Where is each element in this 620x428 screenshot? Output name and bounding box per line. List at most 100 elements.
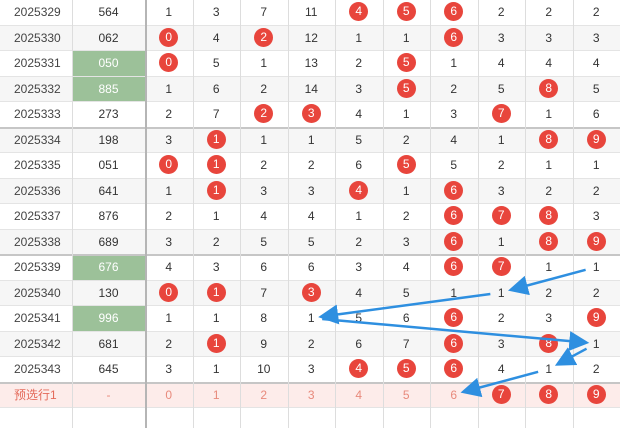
digit-cell-9: 6: [573, 102, 620, 127]
column-divider: [572, 0, 574, 428]
table-row[interactable]: 2025340 130 0 1 7 3 4 5 1 1 2 2: [0, 280, 620, 306]
omission-value: 8: [260, 311, 268, 325]
omission-value: 5: [402, 387, 410, 402]
digit-cell-6: 6: [430, 204, 478, 229]
digit-cell-3[interactable]: 3: [288, 383, 336, 408]
hit-ball: 3: [301, 104, 321, 124]
table-row[interactable]: 2025335 051 0 1 2 2 6 5 5 2 1 1: [0, 153, 620, 178]
omission-value: 2: [592, 5, 600, 19]
hit-ball: 1: [206, 155, 226, 175]
omission-value: 2: [355, 234, 363, 249]
column-divider: [287, 0, 289, 428]
omission-value: 3: [212, 5, 220, 19]
omission-value: 1: [212, 209, 220, 223]
row-divider: [0, 126, 620, 129]
omission-value: 4: [212, 30, 220, 45]
digit-cell-5[interactable]: 5: [383, 383, 431, 408]
digit-cell-9: 1: [573, 153, 620, 178]
table-row[interactable]: 2025331 050 0 5 1 13 2 5 1 4 4 4: [0, 51, 620, 76]
hit-ball: 6: [444, 231, 464, 251]
digit-cell-6[interactable]: 6: [430, 383, 478, 408]
digit-cell-9: 2: [573, 281, 620, 306]
hit-ball: 8: [539, 206, 559, 226]
table-row[interactable]: 2025342 681 2 1 9 2 6 7 6 3 8 1: [0, 331, 620, 357]
table-row[interactable]: 2025338 689 3 2 5 5 2 3 6 1 8 9: [0, 229, 620, 255]
omission-value: 4: [355, 285, 363, 300]
omission-value: 7: [260, 285, 268, 300]
digit-cell-5: 4: [383, 255, 431, 280]
omission-value: 3: [497, 30, 505, 45]
omission-value: 5: [212, 56, 220, 70]
table-row[interactable]: 2025333 273 2 7 2 3 4 1 3 7 1 6: [0, 102, 620, 127]
omission-value: 2: [592, 183, 600, 198]
table-row[interactable]: 2025332 885 1 6 2 14 3 5 2 5 8 5: [0, 76, 620, 102]
digit-cell-9: 2: [573, 179, 620, 204]
omission-value: 2: [260, 387, 268, 402]
column-divider: [335, 0, 336, 428]
digit-cell-2[interactable]: 2: [240, 383, 288, 408]
digit-cell-1: 1: [193, 179, 241, 204]
digit-cell-3: 6: [288, 255, 336, 280]
issue-cell: 2025333: [14, 107, 61, 121]
digit-cell-0: 0: [145, 26, 193, 51]
digit-cell-2: 8: [240, 306, 288, 331]
table-row[interactable]: 2025337 876 2 1 4 4 1 2 6 7 8 3: [0, 204, 620, 229]
column-divider: [192, 0, 194, 428]
table-row[interactable]: 2025334 198 3 1 1 1 5 2 4 1 8 9: [0, 127, 620, 153]
hit-ball[interactable]: 8: [539, 384, 559, 404]
hit-ball: 5: [396, 155, 416, 175]
omission-value: 1: [592, 336, 600, 351]
digit-cell-1[interactable]: 1: [193, 383, 241, 408]
omission-value: 3: [307, 362, 315, 376]
omission-value: 7: [260, 5, 268, 19]
draw-number-cell: 051: [98, 158, 119, 172]
table-row[interactable]: 2025330 062 0 4 2 12 1 1 6 3 3 3: [0, 25, 620, 51]
digit-cell-7: 1: [478, 128, 526, 153]
digit-cell-8: 1: [525, 357, 573, 382]
omission-value: 4: [497, 362, 505, 376]
hit-ball: 6: [444, 359, 464, 379]
hit-ball: 4: [349, 180, 369, 200]
table-row[interactable]: 2025343 645 3 1 10 3 4 5 6 4 1 2: [0, 357, 620, 382]
omission-value: 6: [260, 260, 268, 274]
digit-cell-6: 6: [430, 357, 478, 382]
omission-value: 1: [355, 30, 363, 45]
digit-cell-9: 1: [573, 332, 620, 357]
digit-cell-7: 3: [478, 26, 526, 51]
digit-cell-8[interactable]: 8: [525, 383, 573, 408]
digit-cell-9: 3: [573, 204, 620, 229]
digit-cell-0[interactable]: 0: [145, 383, 193, 408]
omission-value: 1: [355, 209, 363, 223]
table-row[interactable]: 2025336 641 1 1 3 3 4 1 6 3 2 2: [0, 178, 620, 204]
hit-ball: 0: [159, 282, 179, 302]
digit-cell-8: 8: [525, 77, 573, 102]
digit-cell-2: 2: [240, 102, 288, 127]
draw-number-cell: 050: [72, 51, 145, 76]
digit-cell-7[interactable]: 7: [478, 383, 526, 408]
digit-cell-1: 3: [193, 255, 241, 280]
predict-row[interactable]: 预选行1 - 0 1 2 3 4 5 6 7 8 9: [0, 382, 620, 408]
digit-cell-9[interactable]: 9: [573, 383, 620, 408]
omission-value: 3: [307, 387, 315, 402]
hit-ball[interactable]: 9: [586, 384, 606, 404]
hit-ball: 6: [444, 257, 464, 277]
digit-cell-4[interactable]: 4: [335, 383, 383, 408]
table-row[interactable]: 2025339 676 4 3 6 6 3 4 6 7 1 1: [0, 255, 620, 280]
hit-ball[interactable]: 7: [491, 384, 511, 404]
digit-cell-7: 1: [478, 281, 526, 306]
digit-cell-4: 6: [335, 332, 383, 357]
digit-cell-1: 6: [193, 77, 241, 102]
hit-ball: 5: [396, 53, 416, 73]
omission-value: 1: [402, 107, 410, 121]
digit-cell-7: 7: [478, 204, 526, 229]
omission-value: 7: [402, 336, 410, 351]
omission-value: 6: [592, 107, 600, 121]
draw-number-cell: -: [106, 387, 111, 402]
table-row[interactable]: 2025341 996 1 1 8 1 5 6 6 2 3 9: [0, 306, 620, 331]
column-divider: [525, 0, 526, 428]
digit-cell-2: 4: [240, 204, 288, 229]
table-row[interactable]: 2025329 564 1 3 7 11 4 5 6 2 2 2: [0, 0, 620, 25]
digit-cell-3: 3: [288, 281, 336, 306]
omission-value: 11: [305, 5, 318, 19]
digit-cell-4: 6: [335, 153, 383, 178]
